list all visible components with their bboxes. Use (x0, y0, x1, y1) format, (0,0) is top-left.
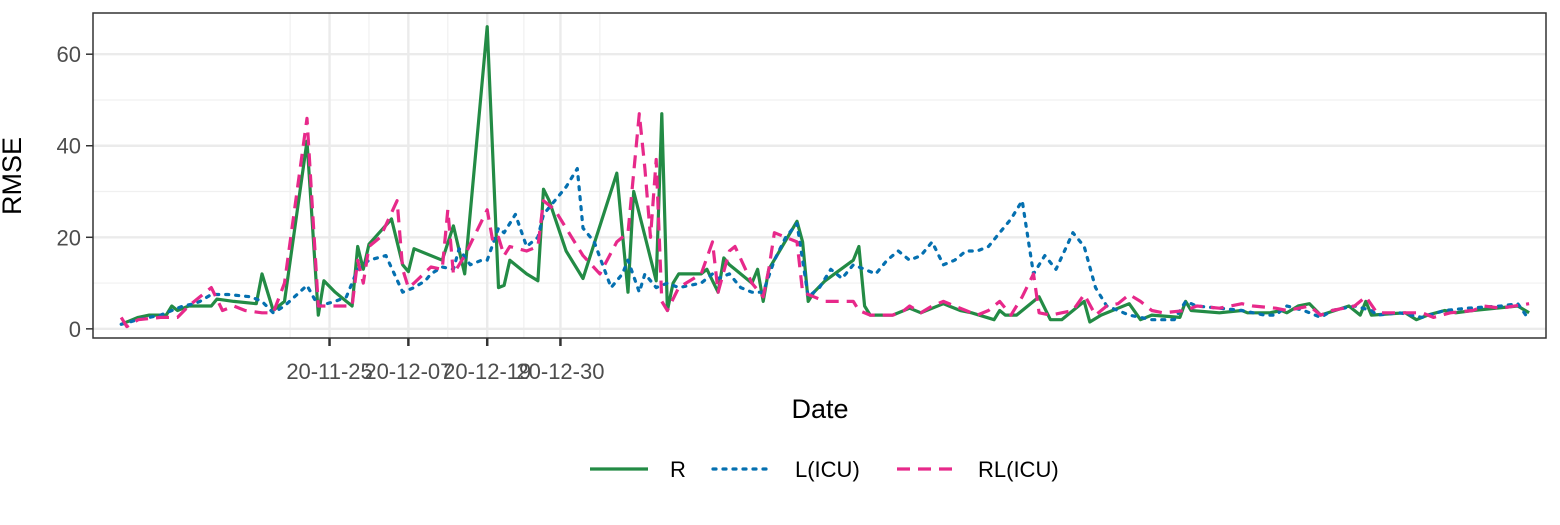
series-line-rl-icu (119, 112, 1530, 329)
y-tick-label: 60 (57, 42, 81, 67)
legend-label-3: RL(ICU) (978, 457, 1059, 482)
series-lines (119, 25, 1531, 329)
legend-label-1: R (670, 457, 686, 482)
y-tick-label: 0 (69, 317, 81, 342)
x-tick-label: 20-11-25 (286, 359, 372, 384)
x-tick-label: 20-12-30 (516, 359, 604, 384)
y-axis: 0 20 40 60 (57, 42, 93, 342)
legend-label-2: L(ICU) (795, 457, 860, 482)
legend: R L(ICU) RL(ICU) (590, 457, 1059, 482)
x-tick-label: 20-12-07 (364, 359, 452, 384)
x-axis-title: Date (791, 394, 848, 424)
gridlines (93, 13, 1546, 338)
y-tick-label: 40 (57, 134, 81, 159)
plot-panel-border (92, 12, 1547, 339)
plot-panel-background (93, 13, 1546, 338)
x-tick-label: 20-12-19 (443, 359, 531, 384)
y-axis-title: RMSE (0, 137, 27, 215)
y-tick-label: 20 (57, 225, 81, 250)
